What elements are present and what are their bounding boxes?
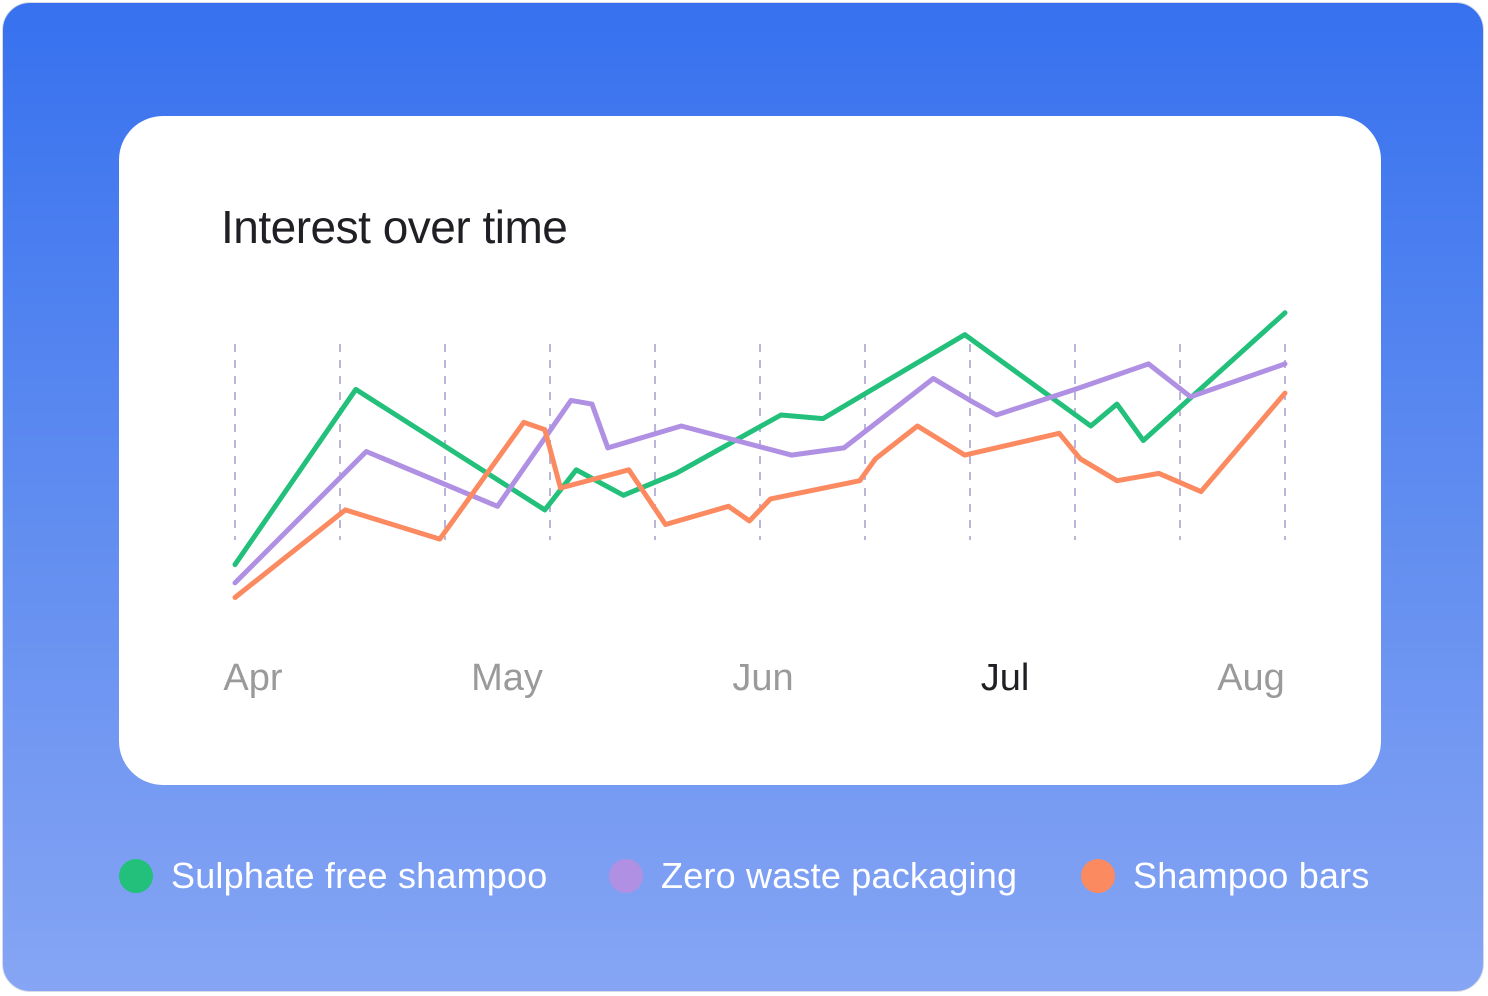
series-line-shampoo-bars[interactable] xyxy=(232,390,1288,600)
series-line-sulphate-free-shampoo[interactable] xyxy=(232,310,1288,568)
series-line-zero-waste-packaging[interactable] xyxy=(232,361,1288,586)
legend-item-shampoo-bars[interactable]: Shampoo bars xyxy=(1081,851,1370,901)
chart-legend: Sulphate free shampoo Zero waste packagi… xyxy=(119,851,1419,901)
legend-label: Zero waste packaging xyxy=(661,855,1018,896)
legend-dot xyxy=(1081,859,1115,893)
line-chart: Apr May Jun Jul Aug xyxy=(223,310,1288,699)
x-tick-label-may: May xyxy=(471,657,543,699)
x-tick-label-jul: Jul xyxy=(981,657,1030,699)
legend-item-sulphate-free-shampoo[interactable]: Sulphate free shampoo xyxy=(119,851,547,901)
legend-label: Sulphate free shampoo xyxy=(171,855,548,896)
x-tick-label-apr: Apr xyxy=(223,657,282,699)
x-tick-label-aug: Aug xyxy=(1217,657,1285,699)
legend-dot xyxy=(119,859,153,893)
chart-card: Interest over time Apr May Jun Jul Aug xyxy=(119,116,1381,785)
legend-label: Shampoo bars xyxy=(1133,855,1370,896)
legend-dot xyxy=(609,859,643,893)
legend-item-zero-waste-packaging[interactable]: Zero waste packaging xyxy=(609,851,1017,901)
chart-title: Interest over time xyxy=(221,201,568,253)
x-tick-label-jun: Jun xyxy=(732,657,793,699)
